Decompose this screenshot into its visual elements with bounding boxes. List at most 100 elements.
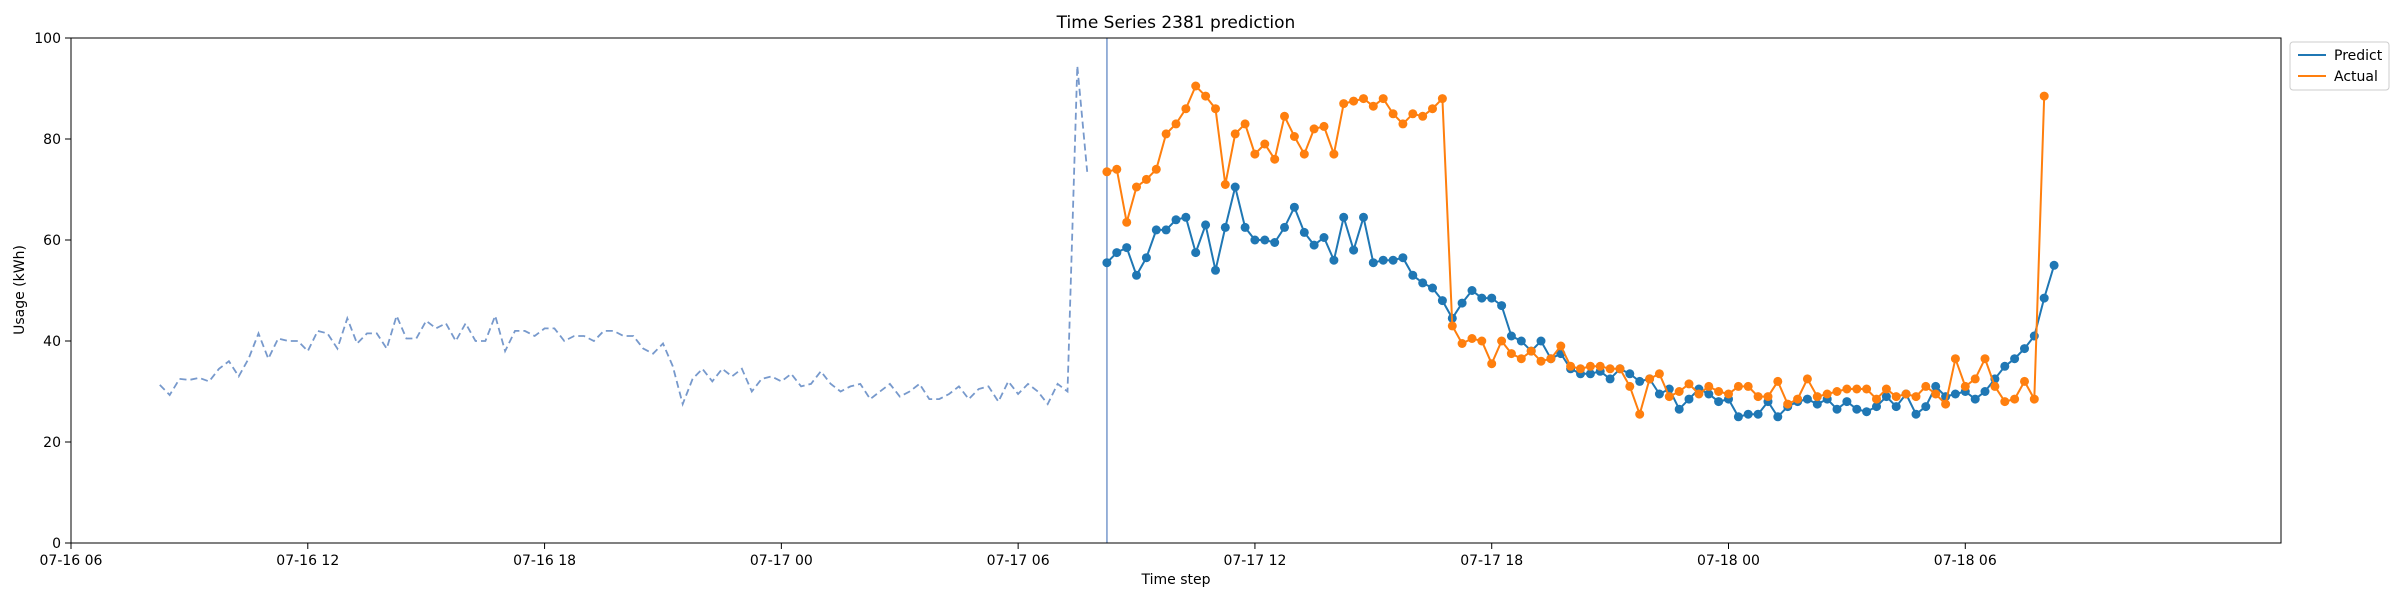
actual-point <box>1684 379 1694 389</box>
actual-point <box>1862 384 1872 394</box>
actual-point <box>1793 394 1803 404</box>
predict-point <box>1832 404 1842 414</box>
predict-point <box>1891 402 1901 412</box>
predict-point <box>1122 243 1132 253</box>
predict-point <box>1359 212 1368 222</box>
actual-point <box>1694 389 1704 399</box>
predict-point <box>1625 369 1635 379</box>
actual-point <box>1447 321 1457 331</box>
predict-point <box>1388 255 1398 265</box>
predict-point <box>1605 374 1615 384</box>
actual-point <box>1901 389 1911 399</box>
actual-point <box>2000 397 2010 407</box>
predict-point <box>2039 293 2049 303</box>
y-tick-label: 60 <box>43 233 61 249</box>
actual-point <box>1151 164 1161 174</box>
chart-title: Time Series 2381 prediction <box>1056 13 1296 33</box>
actual-point <box>1497 336 1507 346</box>
predict-point <box>1911 409 1921 419</box>
actual-point <box>2029 394 2039 404</box>
predict-point <box>1487 293 1497 303</box>
actual-point <box>1240 119 1250 129</box>
actual-point <box>1230 129 1240 139</box>
actual-point <box>1941 399 1951 409</box>
predict-point <box>1773 412 1783 422</box>
actual-point <box>1457 339 1467 348</box>
predict-point <box>1398 253 1408 263</box>
predict-point <box>1536 336 1546 346</box>
actual-point <box>1645 374 1655 384</box>
predict-point <box>1299 227 1309 237</box>
actual-point <box>1102 167 1112 177</box>
predict-point <box>1477 293 1487 303</box>
actual-point <box>1724 389 1733 399</box>
predict-point <box>1181 212 1191 222</box>
actual-point <box>1280 111 1289 121</box>
legend: Predict Actual <box>2289 41 2390 91</box>
predict-point <box>1467 286 1477 295</box>
actual-point <box>1773 376 1783 386</box>
actual-point <box>1960 381 1970 391</box>
actual-point <box>1812 392 1822 402</box>
actual-point <box>1418 111 1428 121</box>
actual-point <box>1487 359 1497 369</box>
predict-point <box>1141 253 1151 263</box>
predict-point <box>2010 354 2020 364</box>
x-tick-label: 07-16 18 <box>513 553 576 569</box>
plot-area <box>159 38 2059 543</box>
predict-point <box>1704 389 1714 399</box>
predict-point <box>1921 402 1931 412</box>
x-tick-label: 07-18 00 <box>1697 553 1760 569</box>
x-axis: 07-16 06 07-16 12 07-16 18 07-17 00 07-17 06… <box>40 543 1997 569</box>
actual-point <box>1852 384 1862 394</box>
actual-point <box>1595 361 1605 371</box>
y-tick-label: 100 <box>34 31 61 47</box>
predict-point <box>1684 394 1694 404</box>
predict-point <box>1428 283 1437 293</box>
actual-point <box>1368 101 1378 111</box>
actual-point <box>1753 392 1763 402</box>
actual-point <box>1408 109 1418 119</box>
actual-point <box>2039 91 2049 101</box>
predict-point <box>2049 260 2059 270</box>
actual-point <box>1477 336 1487 346</box>
predict-point <box>1862 407 1872 417</box>
x-axis-label: Time step <box>1141 572 1211 588</box>
actual-point <box>1733 381 1743 391</box>
predict-point <box>1753 409 1763 419</box>
x-tick-label: 07-17 18 <box>1460 553 1523 569</box>
predict-point <box>1329 255 1339 265</box>
history-line <box>159 65 1089 407</box>
actual-point <box>2020 376 2029 386</box>
predict-point <box>1280 222 1289 232</box>
actual-point <box>1378 94 1388 104</box>
legend-predict-label: Predict <box>2334 48 2383 64</box>
actual-point <box>1299 149 1309 159</box>
actual-point <box>1220 180 1230 189</box>
predict-point <box>1368 258 1378 268</box>
actual-point <box>1911 392 1921 402</box>
actual-point <box>1625 381 1635 391</box>
predict-point <box>1852 404 1862 414</box>
predict-point <box>1408 270 1418 280</box>
actual-point <box>1881 384 1891 394</box>
actual-point <box>1980 354 1990 364</box>
actual-point <box>1132 182 1141 192</box>
predict-point <box>1112 248 1122 258</box>
actual-point <box>1388 109 1398 119</box>
predict-point <box>1842 397 1852 407</box>
predict-point <box>1931 381 1941 391</box>
predict-point <box>1250 235 1260 245</box>
actual-point <box>1437 94 1447 104</box>
actual-point <box>2010 394 2020 404</box>
predict-point <box>1339 212 1349 222</box>
actual-point <box>1950 354 1960 364</box>
predict-point <box>1230 182 1240 192</box>
legend-actual-label: Actual <box>2334 69 2378 85</box>
predict-point <box>1161 225 1171 235</box>
predict-point <box>1289 202 1299 212</box>
actual-point <box>1664 392 1674 402</box>
predict-point <box>1457 298 1467 308</box>
actual-point <box>1674 387 1684 396</box>
predict-point <box>1497 301 1507 311</box>
